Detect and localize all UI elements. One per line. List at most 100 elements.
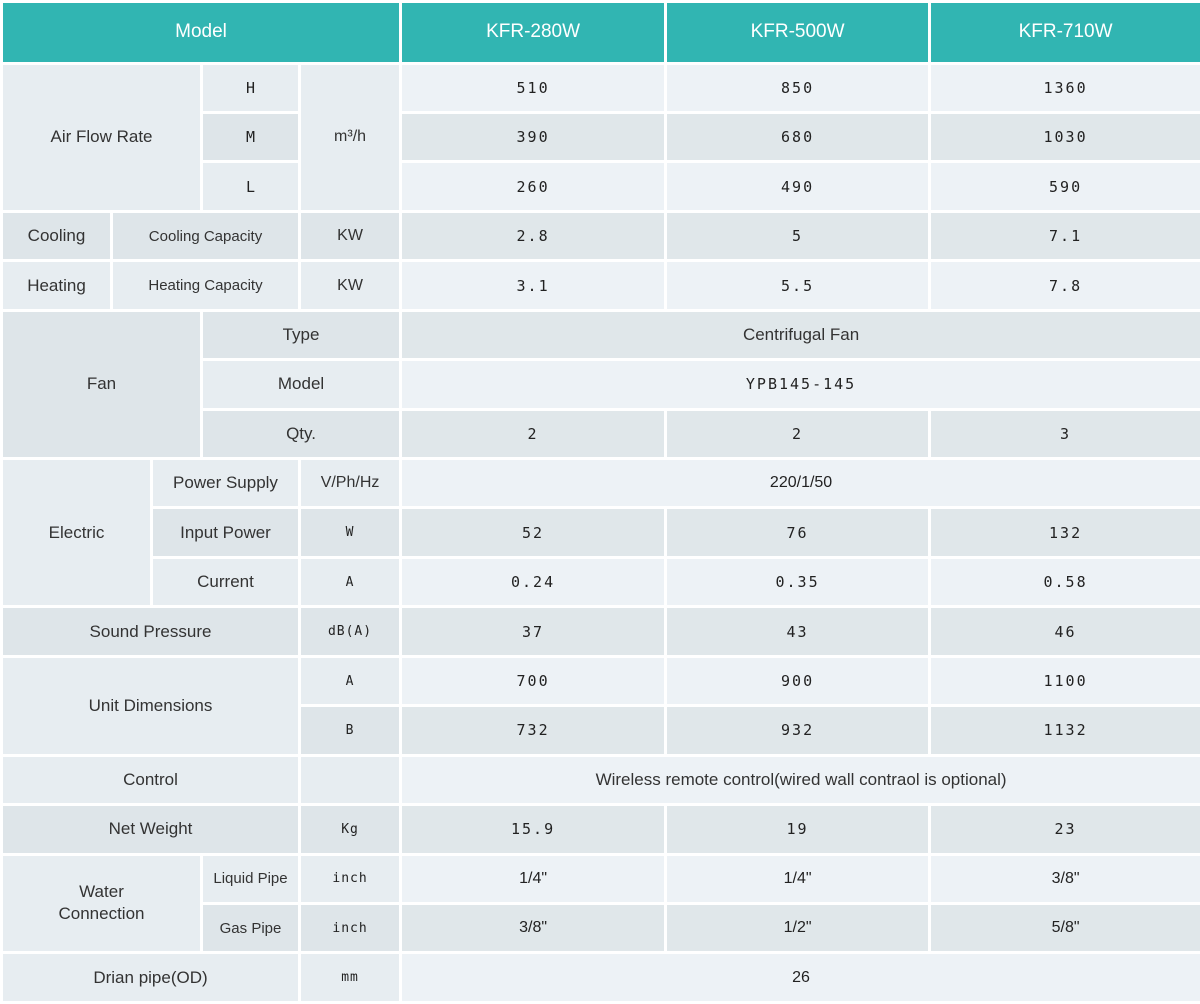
value-cell: 1030 [931, 113, 1200, 161]
current-unit: A [301, 558, 400, 606]
unit-dimensions-label: Unit Dimensions [3, 657, 298, 754]
value-cell: 390 [402, 113, 665, 161]
dimension-a-label: A [301, 657, 400, 705]
net-weight-row: Net Weight Kg 15.9 19 23 [3, 806, 1200, 853]
airflow-row-l: L 260 490 590 [3, 163, 1200, 210]
electric-label: Electric [3, 460, 150, 606]
net-weight-unit: Kg [301, 806, 400, 853]
power-supply-value: 220/1/50 [402, 460, 1200, 507]
value-cell: 5/8" [931, 904, 1200, 952]
value-cell: 260 [402, 163, 665, 210]
airflow-unit: m³/h [301, 64, 400, 210]
drain-pipe-row: Drian pipe(OD) mm 26 [3, 954, 1200, 1001]
gas-pipe-label: Gas Pipe [203, 904, 298, 952]
airflow-row-h: Air Flow Rate H m³/h 510 850 1360 [3, 64, 1200, 210]
header-row: Model KFR-280W KFR-500W KFR-710W [3, 3, 1200, 62]
airflow-speed-h: H [203, 64, 298, 111]
value-cell: 0.58 [931, 558, 1200, 606]
value-cell: 2 [402, 410, 665, 458]
current-row: Current A 0.24 0.35 0.58 [3, 558, 1200, 606]
liquid-pipe-label: Liquid Pipe [203, 855, 298, 902]
sound-pressure-unit: dB(A) [301, 608, 400, 655]
power-supply-unit: V/Ph/Hz [301, 460, 400, 507]
value-cell: 23 [931, 806, 1200, 853]
dimension-b-label: B [301, 707, 400, 754]
power-supply-row: Electric Power Supply V/Ph/Hz 220/1/50 [3, 460, 1200, 606]
value-cell: 490 [667, 163, 929, 210]
dimension-b-row: B 732 932 1132 [3, 707, 1200, 754]
net-weight-label: Net Weight [3, 806, 298, 853]
value-cell: 900 [667, 657, 929, 705]
current-label: Current [153, 558, 298, 606]
value-cell: 732 [402, 707, 665, 754]
sound-pressure-label: Sound Pressure [3, 608, 298, 655]
cooling-row: Cooling Cooling Capacity KW 2.8 5 7.1 [3, 212, 1200, 260]
airflow-row-m: M 390 680 1030 [3, 113, 1200, 161]
fan-model-value: YPB145-145 [402, 361, 1200, 408]
fan-qty-label: Qty. [203, 410, 400, 458]
value-cell: 680 [667, 113, 929, 161]
value-cell: 3 [931, 410, 1200, 458]
value-cell: 1100 [931, 657, 1200, 705]
value-cell: 3/8" [931, 855, 1200, 902]
fan-type-row: Fan Type Centrifugal Fan [3, 311, 1200, 458]
fan-model-row: Model YPB145-145 [3, 361, 1200, 408]
cooling-label: Cooling [3, 212, 110, 260]
cooling-unit: KW [301, 212, 400, 260]
heating-unit: KW [301, 262, 400, 309]
fan-type-label: Type [203, 311, 400, 359]
value-cell: 5.5 [667, 262, 929, 309]
fan-type-value: Centrifugal Fan [402, 311, 1200, 359]
input-power-label: Input Power [153, 509, 298, 556]
value-cell: 3.1 [402, 262, 665, 309]
sound-pressure-row: Sound Pressure dB(A) 37 43 46 [3, 608, 1200, 655]
value-cell: 2 [667, 410, 929, 458]
heating-capacity-label: Heating Capacity [113, 262, 298, 309]
heating-row: Heating Heating Capacity KW 3.1 5.5 7.8 [3, 262, 1200, 309]
liquid-pipe-row: Water Connection Liquid Pipe inch 1/4" 1… [3, 855, 1200, 952]
drain-pipe-value: 26 [402, 954, 1200, 1001]
value-cell: 0.35 [667, 558, 929, 606]
cooling-capacity-label: Cooling Capacity [113, 212, 298, 260]
value-cell: 7.1 [931, 212, 1200, 260]
value-cell: 590 [931, 163, 1200, 210]
value-cell: 1/2" [667, 904, 929, 952]
airflow-speed-l: L [203, 163, 298, 210]
value-cell: 52 [402, 509, 665, 556]
airflow-speed-m: M [203, 113, 298, 161]
value-cell: 510 [402, 64, 665, 111]
value-cell: 7.8 [931, 262, 1200, 309]
fan-label: Fan [3, 311, 200, 458]
value-cell: 76 [667, 509, 929, 556]
control-row: Control Wireless remote control(wired wa… [3, 756, 1200, 804]
value-cell: 0.24 [402, 558, 665, 606]
control-value: Wireless remote control(wired wall contr… [402, 756, 1200, 804]
control-unit-empty [301, 756, 400, 804]
fan-qty-row: Qty. 2 2 3 [3, 410, 1200, 458]
heating-label: Heating [3, 262, 110, 309]
model-header-cell: Model [3, 3, 400, 62]
drain-pipe-label: Drian pipe(OD) [3, 954, 298, 1001]
column-header-kfr500w: KFR-500W [667, 3, 929, 62]
value-cell: 132 [931, 509, 1200, 556]
power-supply-label: Power Supply [153, 460, 298, 507]
value-cell: 1/4" [667, 855, 929, 902]
value-cell: 1360 [931, 64, 1200, 111]
value-cell: 3/8" [402, 904, 665, 952]
value-cell: 2.8 [402, 212, 665, 260]
value-cell: 37 [402, 608, 665, 655]
value-cell: 15.9 [402, 806, 665, 853]
value-cell: 850 [667, 64, 929, 111]
value-cell: 1/4" [402, 855, 665, 902]
water-connection-label: Water Connection [3, 855, 200, 952]
gas-pipe-unit: inch [301, 904, 400, 952]
value-cell: 46 [931, 608, 1200, 655]
airflow-label: Air Flow Rate [3, 64, 200, 210]
value-cell: 43 [667, 608, 929, 655]
fan-model-label: Model [203, 361, 400, 408]
input-power-unit: W [301, 509, 400, 556]
control-label: Control [3, 756, 298, 804]
dimension-a-row: Unit Dimensions A 700 900 1100 [3, 657, 1200, 754]
value-cell: 700 [402, 657, 665, 705]
